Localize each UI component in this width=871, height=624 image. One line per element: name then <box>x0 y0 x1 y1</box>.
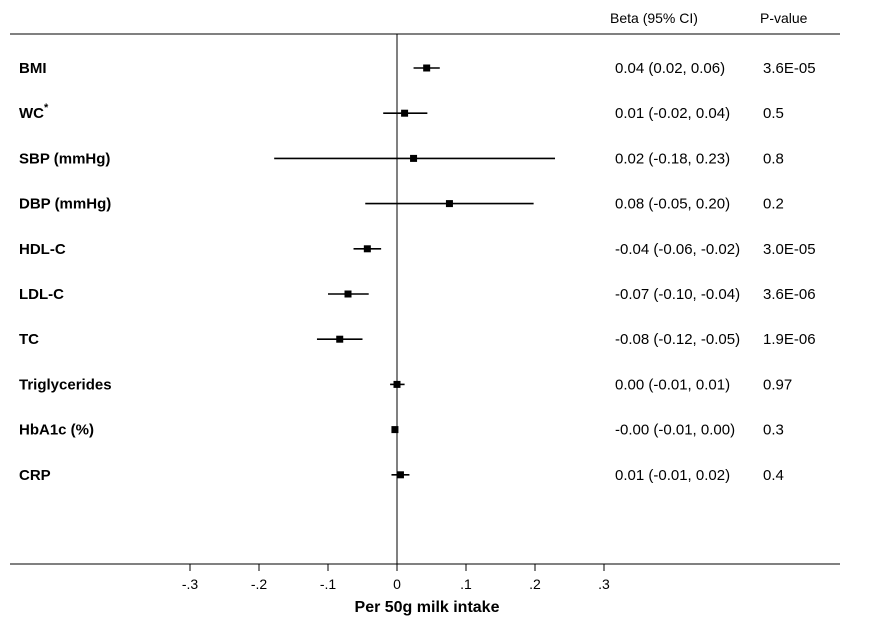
x-tick-label: -.2 <box>251 576 268 592</box>
forest-row: DBP (mmHg) 0.08 (-0.05, 0.20) 0.2 <box>19 196 784 213</box>
row-label: BMI <box>19 60 47 77</box>
x-tick-label: .3 <box>598 576 610 592</box>
row-label-superscript: * <box>44 102 49 114</box>
row-label-text: LDL-C <box>19 286 64 303</box>
point-estimate <box>396 471 404 479</box>
row-label-text: SBP (mmHg) <box>19 150 110 167</box>
p-value-text: 1.9E-06 <box>763 331 816 348</box>
point-estimate <box>393 380 401 388</box>
row-label-text: BMI <box>19 60 47 77</box>
row-label-text: TC <box>19 331 39 348</box>
beta-ci-text: 0.02 (-0.18, 0.23) <box>615 150 730 167</box>
beta-ci-text: -0.07 (-0.10, -0.04) <box>615 286 740 303</box>
point-estimate <box>391 426 399 434</box>
point-estimate <box>445 200 453 208</box>
forest-row: HbA1c (%) -0.00 (-0.01, 0.00) 0.3 <box>19 422 784 439</box>
forest-row: BMI 0.04 (0.02, 0.06) 3.6E-05 <box>19 60 816 77</box>
p-value-text: 0.97 <box>763 376 792 393</box>
beta-ci-text: -0.04 (-0.06, -0.02) <box>615 241 740 258</box>
forest-rows: BMI 0.04 (0.02, 0.06) 3.6E-05 WC* 0.01 (-0.0… <box>19 60 816 484</box>
point-estimate <box>363 245 371 253</box>
p-value-text: 0.5 <box>763 105 784 122</box>
point-estimate <box>410 154 418 162</box>
row-label: LDL-C <box>19 286 64 303</box>
x-tick-label: 0 <box>393 576 401 592</box>
x-tick-label: -.1 <box>320 576 337 592</box>
forest-row: LDL-C -0.07 (-0.10, -0.04) 3.6E-06 <box>19 286 816 303</box>
point-estimate <box>344 290 352 298</box>
row-label: HDL-C <box>19 241 66 258</box>
header-pvalue: P-value <box>760 10 808 26</box>
p-value-text: 3.0E-05 <box>763 241 816 258</box>
forest-row: HDL-C -0.04 (-0.06, -0.02) 3.0E-05 <box>19 241 816 258</box>
forest-row: SBP (mmHg) 0.02 (-0.18, 0.23) 0.8 <box>19 150 784 167</box>
row-label: CRP <box>19 467 51 484</box>
point-estimate <box>423 64 431 72</box>
x-axis-label: Per 50g milk intake <box>355 599 500 616</box>
row-label-text: HbA1c (%) <box>19 422 94 439</box>
header-beta: Beta (95% CI) <box>610 10 698 26</box>
row-label: DBP (mmHg) <box>19 196 111 213</box>
row-label-text: Triglycerides <box>19 376 112 393</box>
point-estimate <box>336 335 344 343</box>
beta-ci-text: 0.01 (-0.02, 0.04) <box>615 105 730 122</box>
x-tick-label: -.3 <box>182 576 199 592</box>
row-label: WC* <box>19 102 49 122</box>
beta-ci-text: 0.01 (-0.01, 0.02) <box>615 467 730 484</box>
forest-row: Triglycerides 0.00 (-0.01, 0.01) 0.97 <box>19 376 792 393</box>
p-value-text: 0.2 <box>763 196 784 213</box>
beta-ci-text: 0.04 (0.02, 0.06) <box>615 60 725 77</box>
p-value-text: 0.3 <box>763 422 784 439</box>
x-tick-label: .2 <box>529 576 541 592</box>
p-value-text: 3.6E-05 <box>763 60 816 77</box>
row-label: HbA1c (%) <box>19 422 94 439</box>
row-label-text: WC <box>19 105 44 122</box>
x-tick-label: .1 <box>460 576 472 592</box>
point-estimate <box>401 109 409 117</box>
forest-row: TC -0.08 (-0.12, -0.05) 1.9E-06 <box>19 331 816 348</box>
p-value-text: 0.8 <box>763 150 784 167</box>
beta-ci-text: -0.08 (-0.12, -0.05) <box>615 331 740 348</box>
row-label: TC <box>19 331 39 348</box>
x-ticks: -.3 -.2 -.1 0 .1 .2 .3 <box>182 564 610 592</box>
row-label-text: HDL-C <box>19 241 66 258</box>
row-label-text: DBP (mmHg) <box>19 196 111 213</box>
row-label: Triglycerides <box>19 376 112 393</box>
forest-row: WC* 0.01 (-0.02, 0.04) 0.5 <box>19 102 784 122</box>
row-label-text: CRP <box>19 467 51 484</box>
beta-ci-text: -0.00 (-0.01, 0.00) <box>615 422 735 439</box>
forest-row: CRP 0.01 (-0.01, 0.02) 0.4 <box>19 467 784 484</box>
p-value-text: 0.4 <box>763 467 784 484</box>
beta-ci-text: 0.08 (-0.05, 0.20) <box>615 196 730 213</box>
row-label: SBP (mmHg) <box>19 150 110 167</box>
p-value-text: 3.6E-06 <box>763 286 816 303</box>
beta-ci-text: 0.00 (-0.01, 0.01) <box>615 376 730 393</box>
